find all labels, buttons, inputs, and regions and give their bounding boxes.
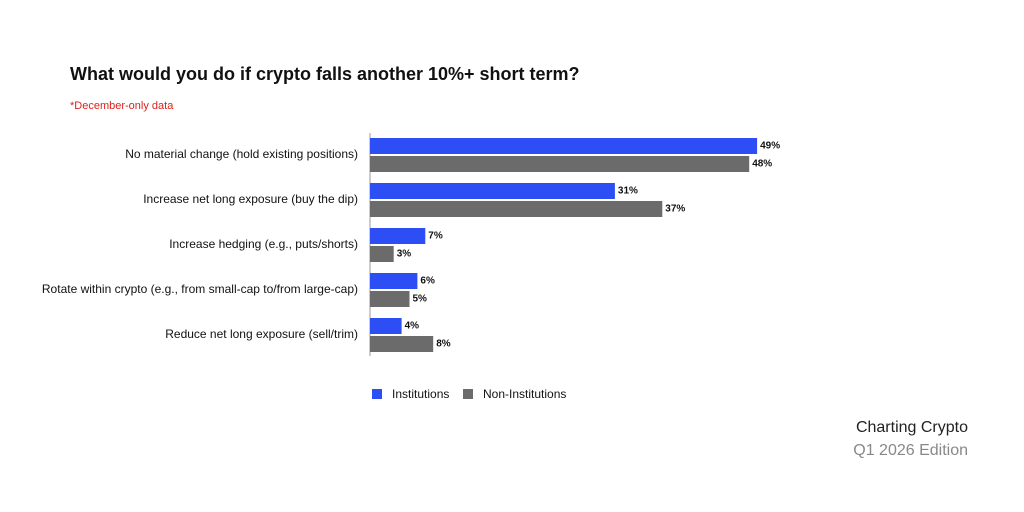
value-label: 4% xyxy=(405,321,420,332)
bar xyxy=(370,201,663,217)
bar xyxy=(370,228,426,244)
category-label: Increase hedging (e.g., puts/shorts) xyxy=(169,237,358,251)
value-label: 6% xyxy=(420,276,435,287)
bar xyxy=(370,183,615,199)
chart-title: What would you do if crypto falls anothe… xyxy=(70,64,580,84)
legend-swatch xyxy=(463,389,473,399)
category-label: Increase net long exposure (buy the dip) xyxy=(143,192,358,206)
legend-swatch xyxy=(372,389,382,399)
brand-title: Charting Crypto xyxy=(856,419,968,436)
bar xyxy=(370,318,402,334)
value-label: 5% xyxy=(413,294,428,305)
value-label: 3% xyxy=(397,249,412,260)
category-label: No material change (hold existing positi… xyxy=(125,147,358,161)
bar xyxy=(370,138,758,154)
legend-label: Institutions xyxy=(392,387,449,401)
value-label: 31% xyxy=(618,186,638,197)
brand-edition: Q1 2026 Edition xyxy=(853,442,968,459)
bar xyxy=(370,246,394,262)
value-label: 7% xyxy=(428,231,443,242)
bar xyxy=(370,156,750,172)
value-label: 48% xyxy=(752,159,772,170)
category-label: Rotate within crypto (e.g., from small-c… xyxy=(42,282,358,296)
bar xyxy=(370,273,418,289)
bar xyxy=(370,291,410,307)
value-label: 8% xyxy=(436,339,451,350)
legend-label: Non-Institutions xyxy=(483,387,566,401)
value-label: 49% xyxy=(760,141,780,152)
chart-subtitle: *December-only data xyxy=(70,100,174,112)
category-label: Reduce net long exposure (sell/trim) xyxy=(165,327,358,341)
value-label: 37% xyxy=(665,204,685,215)
bar xyxy=(370,336,434,352)
